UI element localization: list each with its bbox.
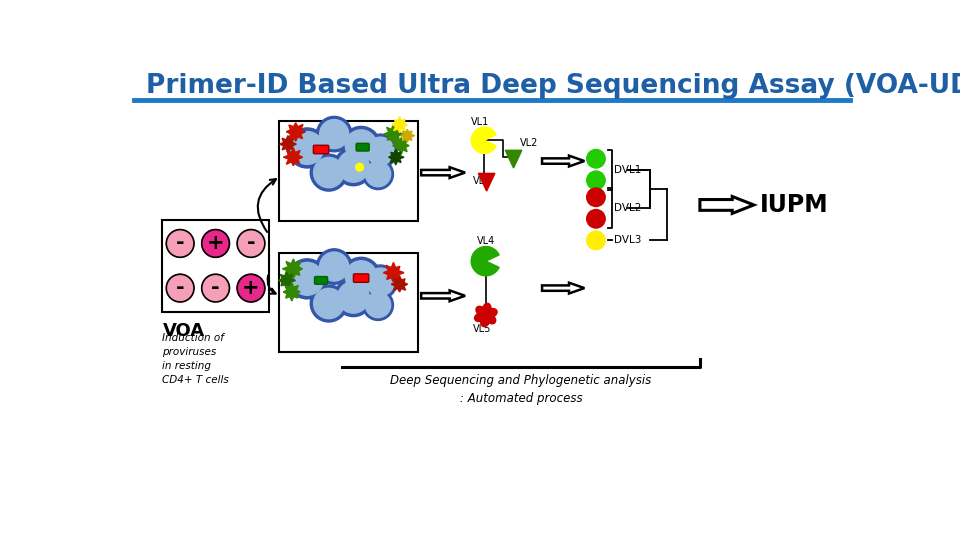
Text: Primer-ID Based Ultra Deep Sequencing Assay (VOA-UDSA): Primer-ID Based Ultra Deep Sequencing As… xyxy=(146,73,960,99)
Polygon shape xyxy=(700,197,754,213)
Circle shape xyxy=(320,252,348,281)
Circle shape xyxy=(202,230,229,257)
Circle shape xyxy=(310,154,348,191)
Polygon shape xyxy=(278,271,296,289)
Circle shape xyxy=(334,147,372,186)
Polygon shape xyxy=(283,148,302,166)
Circle shape xyxy=(314,158,344,188)
Circle shape xyxy=(291,132,324,164)
Polygon shape xyxy=(286,123,305,141)
Circle shape xyxy=(320,119,348,148)
Text: Induction of
proviruses
in resting
CD4+ T cells: Induction of proviruses in resting CD4+ … xyxy=(162,333,229,385)
Circle shape xyxy=(202,274,229,302)
Polygon shape xyxy=(283,283,300,301)
Polygon shape xyxy=(392,276,408,292)
Polygon shape xyxy=(542,283,585,294)
Text: -: - xyxy=(211,278,220,298)
Circle shape xyxy=(587,210,605,228)
Polygon shape xyxy=(478,173,494,191)
Polygon shape xyxy=(279,136,297,152)
Text: VL1: VL1 xyxy=(471,117,490,127)
Circle shape xyxy=(317,249,352,284)
FancyBboxPatch shape xyxy=(315,276,327,284)
Circle shape xyxy=(587,188,605,206)
Circle shape xyxy=(317,117,352,152)
Polygon shape xyxy=(542,156,585,166)
FancyBboxPatch shape xyxy=(279,253,418,352)
Circle shape xyxy=(314,288,344,319)
Circle shape xyxy=(342,126,380,165)
Circle shape xyxy=(166,230,194,257)
Circle shape xyxy=(346,130,377,161)
Text: VL2: VL2 xyxy=(519,138,539,147)
Text: VL4: VL4 xyxy=(477,236,495,246)
Polygon shape xyxy=(282,259,302,279)
Text: -: - xyxy=(176,233,184,253)
Text: VOA: VOA xyxy=(162,322,204,340)
Text: +: + xyxy=(242,278,260,298)
Circle shape xyxy=(287,259,327,299)
Circle shape xyxy=(587,171,605,190)
Circle shape xyxy=(587,231,605,249)
Text: DVL2: DVL2 xyxy=(614,203,642,213)
Circle shape xyxy=(367,268,395,296)
Circle shape xyxy=(310,285,348,322)
Polygon shape xyxy=(421,291,465,301)
Text: -: - xyxy=(176,278,184,298)
Circle shape xyxy=(338,151,370,182)
Polygon shape xyxy=(505,150,522,168)
Circle shape xyxy=(587,150,605,168)
Polygon shape xyxy=(474,303,497,327)
Text: Deep Sequencing and Phylogenetic analysis
: Automated process: Deep Sequencing and Phylogenetic analysi… xyxy=(391,374,652,406)
Polygon shape xyxy=(393,117,407,133)
Circle shape xyxy=(338,281,370,313)
Polygon shape xyxy=(389,149,404,165)
Circle shape xyxy=(166,274,194,302)
Text: DVL3: DVL3 xyxy=(614,235,642,245)
Polygon shape xyxy=(393,138,409,154)
Text: +: + xyxy=(206,233,225,253)
FancyBboxPatch shape xyxy=(279,121,418,221)
Circle shape xyxy=(334,278,372,316)
Circle shape xyxy=(291,262,324,295)
Circle shape xyxy=(367,137,395,165)
Circle shape xyxy=(366,293,391,318)
Circle shape xyxy=(364,134,397,168)
Circle shape xyxy=(356,164,364,171)
Wedge shape xyxy=(471,127,496,153)
Circle shape xyxy=(346,261,377,292)
Wedge shape xyxy=(471,247,499,276)
Circle shape xyxy=(364,265,397,299)
Polygon shape xyxy=(384,124,403,144)
FancyBboxPatch shape xyxy=(356,143,370,151)
Circle shape xyxy=(363,289,394,320)
Text: DVL1: DVL1 xyxy=(614,165,642,174)
Circle shape xyxy=(366,161,391,187)
Text: -: - xyxy=(247,233,255,253)
Polygon shape xyxy=(400,129,415,143)
Text: VL3: VL3 xyxy=(472,176,491,186)
Circle shape xyxy=(237,230,265,257)
FancyBboxPatch shape xyxy=(313,145,328,154)
FancyBboxPatch shape xyxy=(161,220,270,312)
Polygon shape xyxy=(383,262,404,282)
Polygon shape xyxy=(421,167,465,178)
Circle shape xyxy=(342,257,380,296)
FancyBboxPatch shape xyxy=(353,274,369,282)
Text: VL5: VL5 xyxy=(473,324,492,334)
Circle shape xyxy=(237,274,265,302)
Circle shape xyxy=(287,128,327,168)
Circle shape xyxy=(363,159,394,190)
Text: IUPM: IUPM xyxy=(760,193,828,217)
